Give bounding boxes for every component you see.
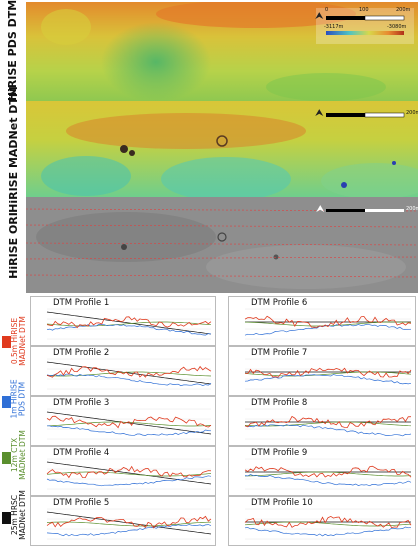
ori-north-arrow: ⮝: [316, 204, 325, 215]
profile-plot: [46, 408, 212, 440]
dtm-profile-6: DTM Profile 6: [228, 296, 416, 346]
dtm-profile-3: DTM Profile 3: [30, 396, 216, 446]
legend-item-ctx: 12m CTX MADNet DTM: [0, 428, 28, 482]
profile-series-line: [46, 515, 212, 529]
profile-title: DTM Profile 6: [251, 298, 308, 308]
dtm-profile-9: DTM Profile 9: [228, 446, 416, 496]
ori-panel: HiRISE ORI ⮝ 200m: [0, 197, 418, 293]
legend-item-hirise-pds: 1m HiRISE PDS DTM: [0, 372, 28, 426]
dtm-profile-10: DTM Profile 10: [228, 496, 416, 546]
profile-series-line: [244, 315, 412, 328]
profile-plot: [46, 358, 212, 390]
profile-series-line: [46, 461, 212, 485]
profile-series-line: [244, 515, 412, 529]
profile-plot: [46, 508, 212, 540]
pds-dtm-panel: HiRISE PDS DTM: [0, 0, 418, 101]
profile-series-line: [244, 321, 412, 327]
profile-series-line: [244, 526, 412, 537]
legend-label: PDS DTM: [18, 381, 28, 417]
profile-series-line: [244, 471, 412, 477]
pds-scale-end: 200m: [396, 7, 411, 13]
legend-label: MADNet DTM: [18, 490, 28, 540]
profile-plot: [46, 308, 212, 340]
legend: 0.5m HiRISE MADNet DTM 1m HiRISE PDS DTM 1…: [0, 296, 28, 550]
profile-series-line: [46, 465, 212, 479]
dtm-profile-8: DTM Profile 8: [228, 396, 416, 446]
profile-title: DTM Profile 5: [53, 498, 110, 508]
madnet-dtm-map: ⮝ 200m: [26, 101, 418, 197]
profile-plot: [244, 458, 412, 490]
ori-map: ⮝ 200m: [26, 197, 418, 293]
profile-series-line: [244, 521, 412, 527]
dtm-profile-5: DTM Profile 5: [30, 496, 216, 546]
profile-series-line: [244, 423, 412, 437]
profile-series-line: [244, 371, 412, 377]
profile-title: DTM Profile 1: [53, 298, 110, 308]
legend-label: MADNet DTM: [18, 316, 28, 366]
profile-series-line: [244, 474, 412, 487]
legend-swatch: [2, 336, 11, 348]
profile-series-line: [46, 311, 212, 335]
profile-series-line: [46, 421, 212, 427]
dtm-profile-7: DTM Profile 7: [228, 346, 416, 396]
ori-label: HiRISE ORI: [6, 211, 20, 279]
profile-title: DTM Profile 2: [53, 348, 110, 358]
profile-series-line: [46, 415, 212, 429]
legend-swatch: [2, 512, 11, 524]
profile-series-line: [46, 425, 212, 436]
pds-scale-start: 0: [325, 7, 329, 13]
legend-item-hirise-madnet: 0.5m HiRISE MADNet DTM: [0, 312, 28, 370]
profile-title: DTM Profile 4: [53, 448, 110, 458]
profile-series-line: [46, 524, 212, 537]
profile-series-line: [46, 365, 212, 378]
pds-ramp-min: -3117m: [324, 24, 344, 30]
madnet-north-arrow: ⮝: [315, 108, 324, 119]
profile-title: DTM Profile 3: [53, 398, 110, 408]
dtm-profile-1: DTM Profile 1: [30, 296, 216, 346]
dtm-profile-2: DTM Profile 2: [30, 346, 216, 396]
profile-series-line: [244, 421, 412, 427]
profile-series-line: [46, 475, 212, 487]
profile-series-line: [46, 321, 212, 327]
profile-series-line: [244, 415, 412, 428]
profile-series-line: [46, 324, 212, 336]
profile-series-line: [46, 521, 212, 527]
profile-series-line: [46, 373, 212, 387]
profile-plot: [244, 308, 412, 340]
legend-swatch: [2, 396, 11, 408]
profile-series-line: [46, 411, 212, 435]
madnet-scale-end: 200m: [406, 110, 418, 116]
profile-title: DTM Profile 8: [251, 398, 308, 408]
profile-series-line: [46, 511, 212, 535]
pds-dtm-map: ⮝ 0 100 200m -3117m -3080m: [26, 2, 418, 101]
pds-scale-mid: 100: [359, 7, 369, 13]
profile-plot: [244, 358, 412, 390]
profile-series-line: [244, 323, 412, 336]
profile-series-line: [244, 367, 412, 378]
profile-series-line: [46, 316, 212, 329]
profile-series-line: [244, 465, 412, 478]
profile-plot: [244, 508, 412, 540]
legend-swatch: [2, 452, 11, 464]
legend-item-hrsc: 25m HRSC MADNet DTM: [0, 486, 28, 544]
ori-scale-end: 200m: [406, 206, 418, 212]
madnet-dtm-panel: HiRISE MADNet DTM ⮝ 200m: [0, 85, 418, 213]
profile-title: DTM Profile 7: [251, 348, 308, 358]
profile-plot: [244, 408, 412, 440]
profile-title: DTM Profile 10: [251, 498, 313, 508]
pds-ramp-max: -3080m: [387, 24, 407, 30]
legend-label: MADNet DTM: [18, 430, 28, 480]
profile-plot: [46, 458, 212, 490]
profile-series-line: [46, 471, 212, 477]
profile-series-line: [46, 361, 212, 385]
profile-title: DTM Profile 9: [251, 448, 308, 458]
profile-series-line: [244, 374, 412, 385]
madnet-dtm-label: HiRISE MADNet DTM: [6, 85, 20, 213]
dtm-profile-4: DTM Profile 4: [30, 446, 216, 496]
pds-north-arrow: ⮝: [315, 11, 324, 22]
